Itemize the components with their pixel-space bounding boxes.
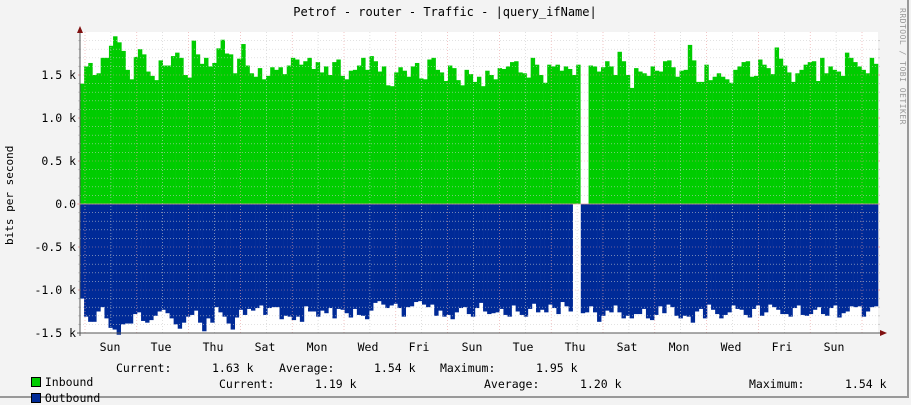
- inbound-current-label: Current:: [116, 361, 172, 375]
- legend-inbound: Inbound: [17, 361, 93, 389]
- x-tick-label: Fri: [409, 340, 430, 354]
- y-tick-label: -1.0 k: [34, 283, 76, 297]
- inbound-label: Inbound: [44, 375, 94, 389]
- x-tick-label: Mon: [307, 340, 328, 354]
- outbound-current-value: 1.19 k: [315, 377, 357, 391]
- x-tick-label: Sun: [824, 340, 845, 354]
- outbound-average-label: Average:: [484, 377, 540, 391]
- y-tick-label: 0.5 k: [41, 154, 76, 168]
- chart-title: Petrof - router - Traffic - |query_ifNam…: [293, 5, 597, 19]
- x-tick-label: Tue: [513, 340, 534, 354]
- outbound-current-label: Current:: [219, 377, 275, 391]
- y-tick-label: -0.5 k: [34, 240, 76, 254]
- inbound-average-value: 1.54 k: [374, 361, 416, 375]
- outbound-maximum-label: Maximum:: [749, 377, 805, 391]
- x-tick-label: Sun: [100, 340, 121, 354]
- x-tick-label: Sun: [462, 340, 483, 354]
- x-tick-label: Wed: [358, 340, 379, 354]
- y-tick-label: 1.5 k: [41, 68, 76, 82]
- outbound-area: [80, 204, 879, 335]
- x-tick-label: Mon: [669, 340, 690, 354]
- inbound-average-label: Average:: [279, 361, 335, 375]
- inbound-swatch: [30, 377, 41, 387]
- inbound-current-value: 1.63 k: [212, 361, 254, 375]
- inbound-area: [80, 36, 879, 205]
- x-tick-label: Thu: [565, 340, 586, 354]
- y-tick-label: 1.0 k: [41, 111, 76, 125]
- x-tick-label: Sat: [255, 340, 276, 354]
- legend-outbound: Outbound: [17, 377, 100, 405]
- chart-plot: 1.5 k 1.0 k 0.5 k 0.0 -0.5 k -1.0 k -1.5 k Sun…: [34, 26, 887, 354]
- outbound-swatch: [30, 393, 41, 403]
- inbound-maximum-value: 1.95 k: [536, 361, 578, 375]
- outbound-average-value: 1.20 k: [580, 377, 622, 391]
- axes: [77, 26, 887, 336]
- x-tick-label: Tue: [151, 340, 172, 354]
- x-tick-label: Fri: [772, 340, 793, 354]
- x-tick-labels: Sun Tue Thu Sat Mon Wed Fri Sun Tue Thu Sat Mon Wed F…: [100, 340, 845, 354]
- watermark: RRDTOOL / TOBI OETIKER: [898, 8, 907, 125]
- x-tick-label: Wed: [721, 340, 742, 354]
- outbound-maximum-value: 1.54 k: [845, 377, 887, 391]
- y-tick-label: 0.0: [55, 197, 76, 211]
- outbound-label: Outbound: [44, 391, 101, 405]
- inbound-maximum-label: Maximum:: [440, 361, 496, 375]
- x-tick-label: Sat: [617, 340, 638, 354]
- x-tick-label: Thu: [203, 340, 224, 354]
- y-tick-label: -1.5 k: [34, 326, 76, 340]
- y-tick-labels: 1.5 k 1.0 k 0.5 k 0.0 -0.5 k -1.0 k -1.5 k: [34, 68, 76, 340]
